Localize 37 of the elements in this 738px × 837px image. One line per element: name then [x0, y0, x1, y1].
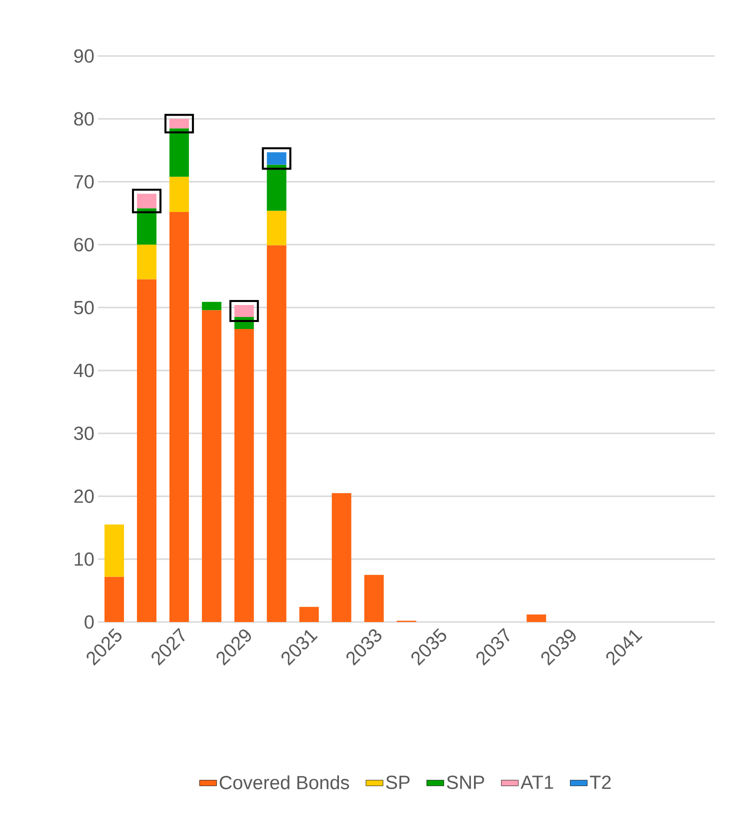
bar	[266, 210, 286, 246]
legend-label: T2	[590, 776, 611, 789]
legend-label: SNP	[446, 776, 484, 790]
y-tick-label: 10	[74, 552, 94, 566]
y-tick-label: 20	[74, 489, 94, 503]
bar	[299, 606, 319, 622]
bar	[136, 244, 156, 280]
bar	[332, 493, 352, 622]
y-tick-label: 30	[74, 426, 94, 440]
y-tick-label: 60	[74, 238, 94, 252]
bar	[364, 574, 384, 622]
legend-label: AT1	[520, 776, 554, 789]
y-tick-label: 80	[74, 112, 94, 126]
bar	[136, 194, 156, 208]
bar	[234, 328, 254, 622]
bar	[136, 208, 156, 245]
bar	[169, 118, 189, 128]
bar	[202, 310, 222, 622]
bar	[169, 176, 189, 212]
legend-label: SP	[386, 776, 410, 790]
bar	[234, 305, 254, 317]
bar	[266, 164, 286, 211]
y-tick-label: 0	[84, 615, 94, 629]
bar	[266, 152, 286, 165]
y-tick-label: 40	[74, 364, 94, 378]
bar	[169, 128, 189, 177]
bar	[266, 245, 286, 622]
legend-label: Covered Bonds	[220, 775, 350, 790]
bar	[169, 212, 189, 622]
y-tick-label: 90	[74, 49, 94, 63]
y-tick-label: 70	[74, 175, 94, 189]
bar	[136, 279, 156, 622]
y-tick-label: 50	[74, 300, 94, 314]
bar	[104, 576, 124, 622]
bar	[104, 524, 124, 577]
bar	[526, 614, 546, 622]
bar	[202, 302, 222, 310]
